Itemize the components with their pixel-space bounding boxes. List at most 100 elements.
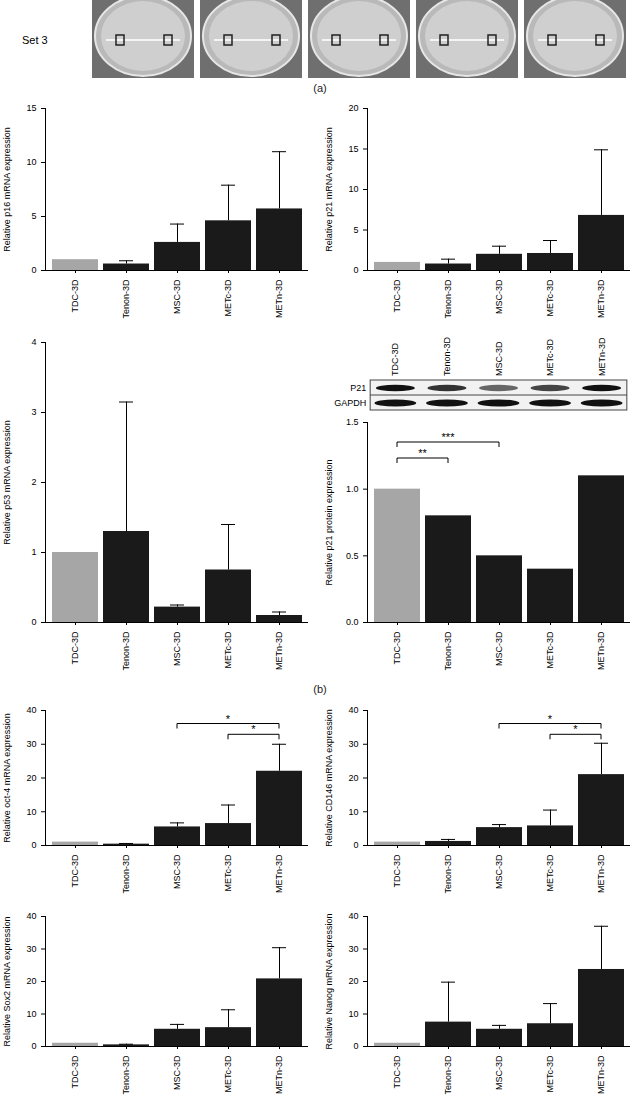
svg-text:Tenon-3D: Tenon-3D [121,1055,131,1095]
svg-text:TDC-3D: TDC-3D [392,854,402,887]
svg-text:0: 0 [31,840,36,850]
svg-text:Relative p21 protein expressio: Relative p21 protein expression [324,459,334,585]
svg-text:MSC-3D: MSC-3D [494,854,504,889]
svg-text:METn-3D: METn-3D [274,631,284,670]
svg-text:Relative oct-4 mRNA expression: Relative oct-4 mRNA expression [2,713,12,843]
svg-text:10: 10 [26,1009,36,1019]
svg-text:5: 5 [31,211,36,221]
svg-text:METn-3D: METn-3D [274,279,284,318]
svg-text:10: 10 [348,807,358,817]
svg-text:1.0: 1.0 [346,484,359,494]
svg-text:Tenon-3D: Tenon-3D [121,279,131,319]
svg-text:10: 10 [26,157,36,167]
svg-text:METc-3D: METc-3D [223,279,233,317]
svg-text:P21: P21 [350,383,366,393]
svg-text:15: 15 [348,144,358,154]
svg-text:MSC-3D: MSC-3D [494,1055,504,1090]
svg-text:TDC-3D: TDC-3D [70,1055,80,1088]
svg-text:METn-3D: METn-3D [596,279,606,318]
svg-text:MSC-3D: MSC-3D [494,279,504,314]
svg-text:0: 0 [31,617,36,627]
svg-text:TDC-3D: TDC-3D [70,279,80,312]
svg-text:15: 15 [26,103,36,113]
svg-text:Tenon-3D: Tenon-3D [443,1055,453,1095]
svg-text:GAPDH: GAPDH [334,398,366,408]
svg-text:20: 20 [348,773,358,783]
svg-text:Relative p21 mRNA expression: Relative p21 mRNA expression [324,127,334,252]
svg-text:TDC-3D: TDC-3D [390,343,400,376]
svg-text:3: 3 [31,407,36,417]
svg-text:METn-3D: METn-3D [597,337,607,376]
svg-text:METc-3D: METc-3D [545,338,555,376]
svg-text:TDC-3D: TDC-3D [392,279,402,312]
svg-text:METc-3D: METc-3D [545,631,555,669]
svg-text:TDC-3D: TDC-3D [392,631,402,664]
svg-text:0: 0 [31,1041,36,1051]
svg-text:40: 40 [348,705,358,715]
svg-text:METn-3D: METn-3D [274,1055,284,1094]
svg-text:*: * [226,713,231,725]
svg-text:TDC-3D: TDC-3D [70,631,80,664]
svg-text:Relative p16 mRNA expression: Relative p16 mRNA expression [2,127,12,252]
svg-text:20: 20 [348,103,358,113]
svg-text:30: 30 [26,944,36,954]
svg-text:10: 10 [348,1009,358,1019]
svg-text:Tenon-3D: Tenon-3D [121,854,131,894]
svg-text:MSC-3D: MSC-3D [172,279,182,314]
svg-text:MSC-3D: MSC-3D [172,1055,182,1090]
svg-text:METc-3D: METc-3D [545,279,555,317]
svg-text:Relative Nanog mRNA expression: Relative Nanog mRNA expression [324,913,334,1049]
svg-text:10: 10 [26,807,36,817]
svg-text:30: 30 [26,739,36,749]
svg-text:40: 40 [26,911,36,921]
svg-text:METn-3D: METn-3D [596,631,606,670]
svg-text:Tenon-3D: Tenon-3D [121,631,131,671]
svg-text:*: * [573,723,578,735]
svg-text:MSC-3D: MSC-3D [494,631,504,666]
svg-text:0.5: 0.5 [346,551,359,561]
svg-text:Relative CD146 mRNA expression: Relative CD146 mRNA expression [324,709,334,847]
svg-text:20: 20 [26,773,36,783]
svg-text:2: 2 [31,477,36,487]
svg-text:TDC-3D: TDC-3D [392,1055,402,1088]
svg-text:METn-3D: METn-3D [596,854,606,893]
svg-text:30: 30 [348,944,358,954]
svg-text:***: *** [442,431,456,443]
svg-text:1: 1 [31,547,36,557]
svg-text:0: 0 [353,265,358,275]
svg-text:METc-3D: METc-3D [545,854,555,892]
svg-text:Tenon-3D: Tenon-3D [443,631,453,671]
svg-text:5: 5 [353,225,358,235]
svg-text:Relative Sox2 mRNA expression: Relative Sox2 mRNA expression [2,916,12,1046]
svg-text:Set 3: Set 3 [22,34,48,46]
svg-text:20: 20 [348,976,358,986]
svg-text:METc-3D: METc-3D [223,854,233,892]
svg-text:Relative p53 mRNA expression: Relative p53 mRNA expression [2,420,12,545]
svg-text:METn-3D: METn-3D [596,1055,606,1094]
svg-text:Tenon-3D: Tenon-3D [443,279,453,319]
svg-text:MSC-3D: MSC-3D [172,854,182,889]
svg-text:METn-3D: METn-3D [274,854,284,893]
svg-text:0: 0 [353,840,358,850]
svg-text:30: 30 [348,739,358,749]
svg-text:0.0: 0.0 [346,617,359,627]
svg-text:10: 10 [348,184,358,194]
svg-text:20: 20 [26,976,36,986]
svg-text:METc-3D: METc-3D [223,631,233,669]
svg-text:*: * [548,713,553,725]
svg-text:Tenon-3D: Tenon-3D [443,854,453,894]
svg-text:40: 40 [26,705,36,715]
svg-text:1.5: 1.5 [346,417,359,427]
svg-text:4: 4 [31,337,36,347]
svg-text:TDC-3D: TDC-3D [70,854,80,887]
svg-text:*: * [251,723,256,735]
svg-text:METc-3D: METc-3D [223,1055,233,1093]
svg-text:MSC-3D: MSC-3D [172,631,182,666]
svg-text:0: 0 [31,265,36,275]
svg-text:0: 0 [353,1041,358,1051]
svg-text:METc-3D: METc-3D [545,1055,555,1093]
svg-text:40: 40 [348,911,358,921]
svg-text:**: ** [418,447,427,459]
svg-text:Tenon-3D: Tenon-3D [442,336,452,376]
svg-text:MSC-3D: MSC-3D [494,341,504,376]
